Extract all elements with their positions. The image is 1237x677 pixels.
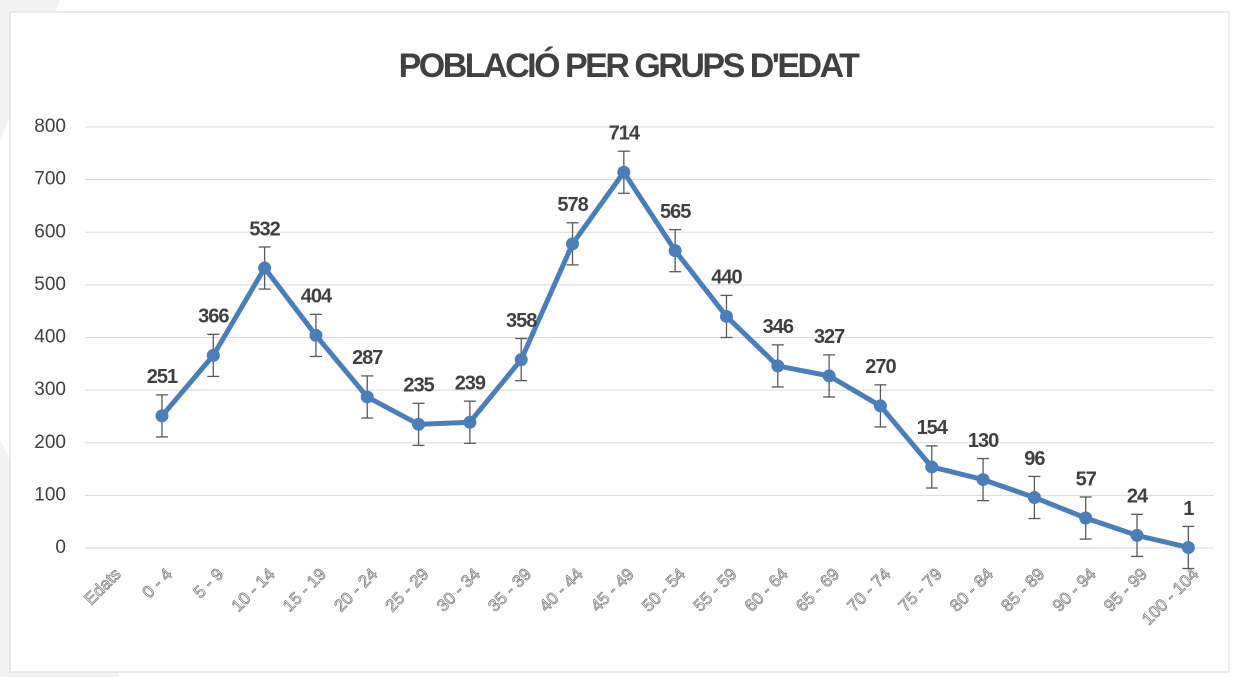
y-tick-label: 600	[34, 221, 66, 242]
data-label: 532	[249, 218, 280, 240]
marker	[822, 369, 836, 383]
data-label: 251	[147, 366, 178, 388]
marker	[719, 309, 733, 323]
data-label: 239	[455, 373, 486, 395]
marker	[566, 237, 580, 251]
marker	[1130, 528, 1144, 542]
data-label: 96	[1024, 448, 1045, 470]
data-label: 287	[352, 347, 383, 369]
marker	[617, 165, 631, 179]
marker	[206, 348, 220, 362]
data-label: 1	[1183, 498, 1194, 520]
marker	[771, 359, 785, 373]
data-label: 346	[763, 316, 794, 338]
data-label: 366	[198, 306, 229, 328]
y-tick-label: 700	[34, 169, 66, 190]
data-label: 327	[814, 326, 845, 348]
data-label: 440	[711, 267, 742, 289]
chart-title: POBLACIÓ PER GRUPS D'EDAT	[399, 47, 861, 85]
marker	[873, 399, 887, 413]
data-label: 358	[506, 310, 537, 332]
marker	[1079, 511, 1093, 525]
y-tick-label: 300	[34, 379, 66, 400]
data-label: 130	[968, 430, 999, 452]
y-tick-label: 400	[34, 327, 66, 348]
marker	[360, 390, 374, 404]
data-label: 565	[660, 201, 691, 223]
marker	[412, 417, 426, 431]
marker	[258, 261, 272, 275]
data-label: 24	[1127, 486, 1149, 508]
data-label: 714	[609, 123, 641, 145]
data-label: 235	[403, 375, 434, 397]
data-label: 270	[865, 356, 896, 378]
y-tick-label: 500	[34, 274, 66, 295]
marker	[668, 244, 682, 258]
marker	[463, 415, 477, 429]
marker	[976, 473, 990, 487]
y-tick-label: 100	[34, 484, 66, 505]
marker	[309, 328, 323, 342]
data-label: 404	[301, 286, 333, 308]
marker	[514, 353, 528, 367]
data-label: 57	[1076, 468, 1097, 490]
marker	[155, 409, 169, 423]
data-label: 578	[557, 194, 588, 216]
y-tick-label: 200	[34, 432, 66, 453]
marker	[925, 460, 939, 474]
marker	[1027, 490, 1041, 504]
y-tick-label: 0	[55, 537, 66, 558]
marker	[1181, 540, 1195, 554]
data-label: 154	[917, 417, 949, 439]
y-tick-label: 800	[34, 116, 66, 137]
